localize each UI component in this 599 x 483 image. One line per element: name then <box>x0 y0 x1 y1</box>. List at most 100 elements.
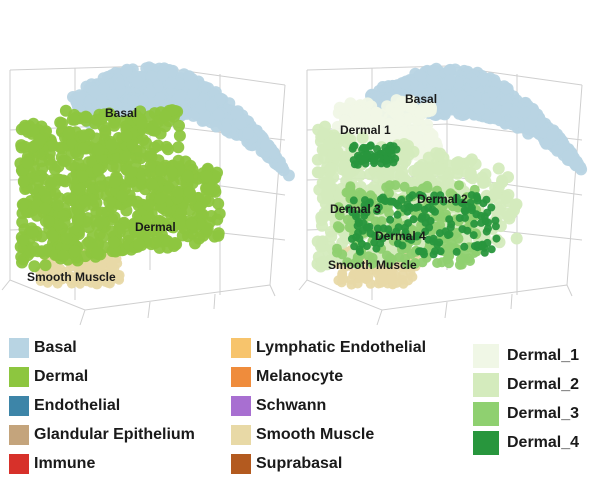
data-point <box>417 257 428 268</box>
data-point <box>373 224 382 233</box>
data-point <box>205 99 218 112</box>
data-point <box>320 177 333 190</box>
data-point <box>355 234 364 243</box>
data-point <box>56 142 69 155</box>
data-point <box>352 278 363 289</box>
data-point <box>27 125 40 138</box>
data-point <box>397 126 410 139</box>
data-point <box>99 127 112 139</box>
data-point <box>21 157 34 169</box>
data-point <box>95 268 106 279</box>
cluster-label: Smooth Muscle <box>27 270 116 284</box>
data-point <box>145 178 158 190</box>
data-point <box>436 247 445 256</box>
data-point <box>16 256 28 269</box>
legend-label: Suprabasal <box>256 454 343 472</box>
data-point <box>164 217 177 230</box>
legend-swatch <box>231 337 251 358</box>
data-point <box>408 164 420 177</box>
data-point <box>184 159 197 172</box>
data-point <box>94 180 107 193</box>
data-point <box>86 230 99 243</box>
data-point <box>52 278 63 289</box>
data-point <box>181 170 194 183</box>
data-point <box>211 166 223 179</box>
data-point <box>524 118 537 130</box>
data-point <box>444 250 454 261</box>
data-point <box>213 93 226 106</box>
data-point <box>407 271 418 282</box>
data-point <box>421 227 430 236</box>
data-point <box>477 218 486 227</box>
data-point <box>441 227 450 236</box>
data-point <box>472 101 485 114</box>
data-point <box>234 117 247 130</box>
data-point <box>202 183 215 196</box>
legend-swatch <box>9 395 29 416</box>
data-point <box>345 181 356 192</box>
data-point <box>154 192 167 205</box>
data-point <box>450 157 463 170</box>
data-point <box>42 215 55 228</box>
data-point <box>342 214 353 225</box>
data-point <box>453 233 464 244</box>
data-point <box>91 219 104 232</box>
data-point <box>359 219 368 228</box>
data-point <box>424 203 432 212</box>
data-point <box>144 86 156 99</box>
data-point <box>213 207 226 220</box>
data-point <box>337 270 348 281</box>
data-point <box>187 87 200 100</box>
data-point <box>454 180 464 191</box>
legend-label: Glandular Epithelium <box>34 425 195 443</box>
data-point <box>173 216 186 229</box>
data-point <box>26 225 39 238</box>
data-point <box>439 197 448 206</box>
data-point <box>59 104 72 117</box>
cluster-label: Smooth Muscle <box>328 258 417 272</box>
data-point <box>367 258 378 269</box>
data-point <box>387 150 396 159</box>
data-point <box>68 113 81 126</box>
data-point <box>443 91 456 104</box>
data-point <box>144 159 157 172</box>
data-point <box>113 77 125 90</box>
data-point <box>362 144 371 152</box>
data-point <box>562 150 575 163</box>
data-point <box>160 140 173 153</box>
data-point <box>350 141 359 150</box>
data-point <box>219 121 232 134</box>
data-point <box>484 218 492 227</box>
legend-swatch <box>9 366 29 387</box>
legend-item: Dermal_1 <box>473 341 579 370</box>
data-point <box>108 236 120 249</box>
data-point <box>458 199 467 208</box>
data-point <box>32 175 45 188</box>
data-point <box>452 247 461 256</box>
grid-line <box>510 293 513 310</box>
data-point <box>393 114 406 127</box>
grid-line <box>566 284 573 297</box>
data-point <box>502 195 515 208</box>
legend-item: Basal <box>9 333 195 362</box>
data-point <box>154 127 167 140</box>
data-point <box>443 64 456 77</box>
data-point <box>376 216 387 227</box>
data-point <box>58 216 71 229</box>
data-point <box>329 131 342 144</box>
legend-item: Dermal_2 <box>473 370 579 399</box>
data-point <box>422 183 433 193</box>
data-point <box>16 234 29 247</box>
legend-label: Schwann <box>256 396 327 414</box>
data-point <box>394 223 403 232</box>
data-point <box>373 115 386 128</box>
left-scatter-panel: Basal Dermal Smooth Muscle <box>1 61 295 326</box>
data-point <box>106 160 119 173</box>
legend-label: Endothelial <box>34 396 121 414</box>
data-point <box>370 106 383 119</box>
cluster-label: Dermal 4 <box>375 229 426 243</box>
data-point <box>325 230 338 243</box>
data-point <box>354 270 365 281</box>
data-point <box>166 166 178 179</box>
data-point <box>489 187 502 200</box>
